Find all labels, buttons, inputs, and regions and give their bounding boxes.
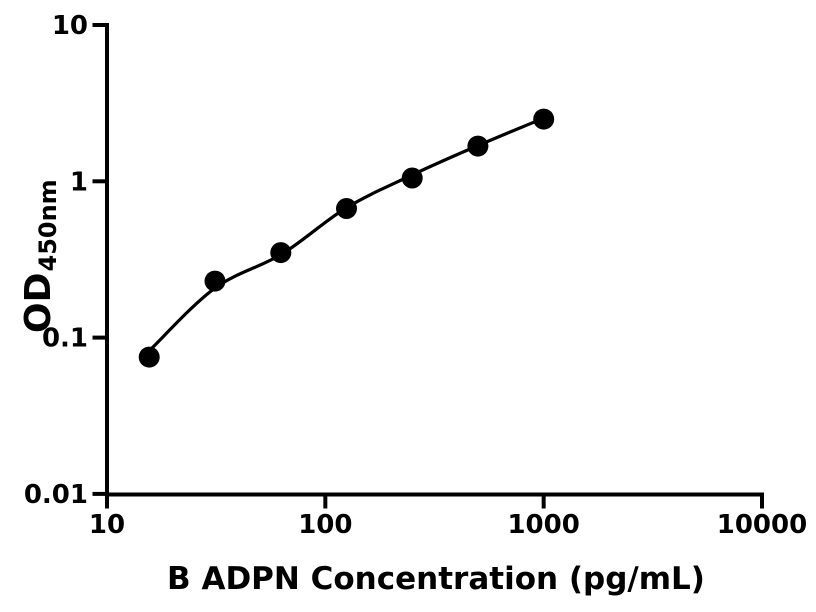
x-tick-label: 100 — [298, 510, 352, 540]
x-tick-label: 1000 — [507, 510, 579, 540]
x-tick-label: 10000 — [717, 510, 807, 540]
y-axis-label-main: OD — [18, 273, 59, 334]
y-tick-label: 10 — [52, 11, 88, 41]
plot-area — [138, 108, 555, 368]
data-point — [270, 242, 292, 264]
y-tick-label: 0.1 — [42, 324, 88, 354]
data-point — [401, 167, 423, 189]
y-axis-label-subscript: 450nm — [34, 179, 62, 271]
data-point — [336, 198, 357, 219]
y-tick-label: 1 — [70, 167, 88, 197]
y-axis-label: OD450nm — [18, 179, 62, 333]
y-tick-label: 0.01 — [24, 480, 88, 510]
data-point — [533, 108, 555, 130]
data-point — [204, 270, 226, 292]
data-point — [467, 135, 489, 157]
data-point — [138, 346, 160, 368]
x-tick-label: 10 — [89, 510, 125, 540]
axes: 0.01 0.1 1 10 10 100 1000 10000 — [24, 11, 807, 540]
axis-spines — [105, 23, 764, 497]
x-axis-label: B ADPN Concentration (pg/mL) — [167, 561, 705, 597]
